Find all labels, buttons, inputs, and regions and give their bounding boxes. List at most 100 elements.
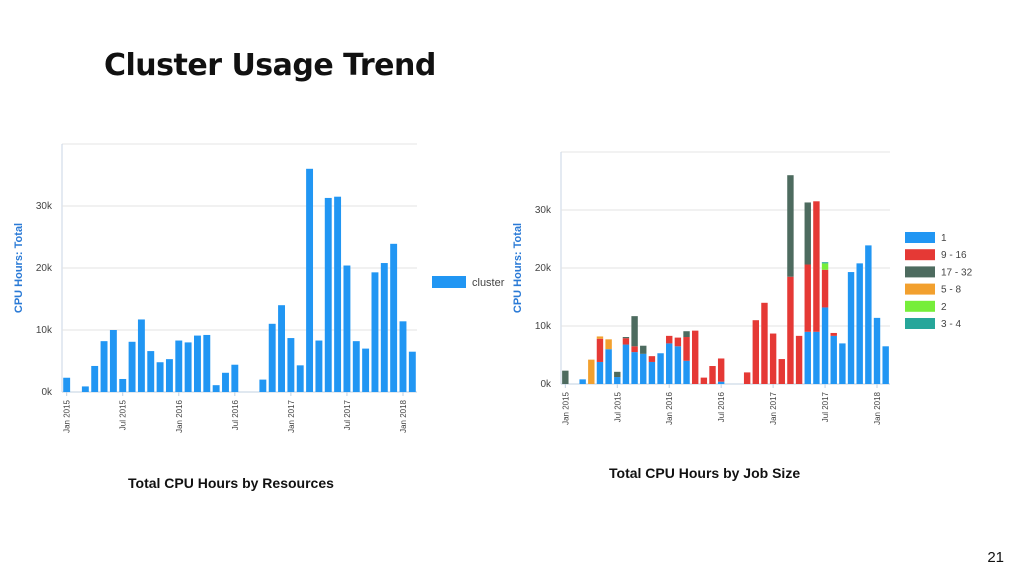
bar-cluster: [371, 272, 379, 392]
bar-cluster: [100, 341, 108, 392]
legend-swatch: [432, 276, 466, 288]
bar-segment-17-32: [631, 316, 638, 347]
bar-cluster: [119, 378, 127, 392]
x-tick-label: Jan 2017: [287, 399, 296, 432]
bar-segment-1: [683, 360, 690, 384]
legend-label: 17 - 32: [941, 267, 973, 278]
bar-cluster: [259, 379, 267, 392]
bar-segment-5-8: [605, 339, 612, 350]
bar-segment-9-16: [752, 320, 760, 384]
bar-segment-9-16: [674, 337, 682, 347]
legend-swatch: [905, 283, 935, 295]
bar-segment-1: [622, 344, 630, 384]
bar-segment-5-8: [588, 359, 595, 384]
slide-title: Cluster Usage Trend: [104, 48, 436, 83]
legend-label: 2: [941, 302, 947, 313]
x-tick-label: Jul 2015: [613, 391, 622, 422]
y-tick-label: 30k: [535, 205, 552, 216]
bar-segment-9-16: [631, 346, 638, 353]
legend-label: 3 - 4: [941, 319, 961, 330]
x-tick-label: Jan 2015: [561, 391, 570, 424]
bar-segment-9-16: [804, 264, 811, 332]
chart-cpu-by-job-size: 0k 10k 20k 30k CPU Hours: Total Jan 2015 Jul 2…: [512, 151, 973, 425]
x-tick-label: Jan 2016: [175, 399, 184, 432]
y-tick-label: 10k: [36, 325, 53, 336]
bar-cluster: [296, 365, 304, 392]
bar-segment-2: [821, 263, 829, 270]
bar-cluster: [81, 386, 89, 392]
bar-segment-9-16: [743, 372, 751, 384]
bar-cluster: [390, 243, 398, 392]
bar-segment-1: [865, 245, 872, 384]
bar-segment-9-16: [622, 338, 630, 345]
x-tick-label: Jan 2017: [769, 391, 778, 424]
x-tick-label: Jul 2017: [821, 391, 830, 422]
bar-segment-1: [640, 353, 647, 384]
bar-cluster: [128, 341, 136, 392]
caption-resources: Total CPU Hours by Resources: [128, 475, 334, 491]
bar-cluster: [278, 305, 285, 392]
chart-cpu-by-resources: 0k 10k 20k 30k CPU Hours: Total Jan 2015 Jul 2…: [13, 143, 505, 433]
bar-segment-9-16: [691, 330, 699, 384]
bar-segment-1: [717, 381, 725, 384]
caption-job-size: Total CPU Hours by Job Size: [609, 465, 801, 481]
bar-cluster: [231, 364, 239, 392]
bar-cluster: [184, 342, 192, 392]
bar-cluster: [156, 362, 164, 392]
bar-segment-17-32: [683, 331, 690, 338]
bar-cluster: [203, 334, 211, 392]
bar-segment-3-4: [821, 262, 829, 264]
x-tick-label: Jul 2016: [231, 399, 240, 430]
bar-segment-9-16: [778, 359, 785, 384]
bar-segment-9-16: [821, 269, 829, 308]
bar-segment-5-8: [596, 336, 604, 339]
legend-label: 5 - 8: [941, 285, 961, 296]
bar-cluster: [165, 359, 173, 392]
legend-swatch: [905, 300, 935, 312]
bar-segment-9-16: [787, 276, 794, 384]
legend-swatch: [905, 318, 935, 329]
bar-cluster: [408, 351, 416, 392]
x-tick-label: Jul 2015: [119, 399, 128, 430]
y-tick-label: 0k: [540, 379, 552, 390]
legend-swatch: [905, 232, 935, 243]
bar-segment-1: [666, 343, 673, 384]
bar-segment-1: [813, 331, 820, 384]
bar-cluster: [212, 385, 220, 392]
bar-segment-17-32: [804, 202, 811, 265]
bar-segment-9-16: [795, 335, 803, 384]
bar-cluster: [343, 265, 351, 392]
bar-segment-1: [830, 335, 837, 384]
bar-cluster: [268, 323, 276, 392]
bar-cluster: [147, 351, 155, 392]
bar-segment-1: [648, 361, 656, 384]
bar-segment-17-32: [562, 370, 569, 384]
bar-cluster: [137, 319, 145, 392]
bar-segment-9-16: [813, 201, 820, 332]
bar-segment-9-16: [683, 337, 690, 361]
bar-cluster: [194, 335, 201, 392]
bar-segment-17-32: [614, 371, 621, 378]
bar-cluster: [352, 341, 360, 392]
bar-cluster: [334, 196, 342, 392]
bar-cluster: [222, 372, 229, 392]
bar-segment-1: [847, 272, 855, 384]
bar-segment-9-16: [700, 377, 708, 384]
bar-segment-9-16: [761, 302, 768, 384]
y-tick-label: 0k: [41, 387, 53, 398]
bar-segment-1: [882, 346, 889, 384]
bar-segment-9-16: [666, 335, 673, 344]
legend-swatch: [905, 249, 935, 261]
y-tick-label: 20k: [535, 263, 552, 274]
bar-segment-9-16: [648, 356, 656, 362]
bar-cluster: [399, 321, 407, 392]
y-axis-title: CPU Hours: Total: [512, 223, 524, 313]
x-tick-label: Jul 2017: [343, 399, 352, 430]
bar-segment-1: [614, 377, 621, 384]
x-tick-label: Jul 2016: [717, 391, 726, 422]
bar-segment-1: [579, 379, 586, 384]
bar-segment-1: [804, 331, 811, 384]
bar-segment-1: [856, 263, 863, 384]
bar-segment-1: [821, 307, 829, 384]
bar-cluster: [109, 330, 117, 392]
